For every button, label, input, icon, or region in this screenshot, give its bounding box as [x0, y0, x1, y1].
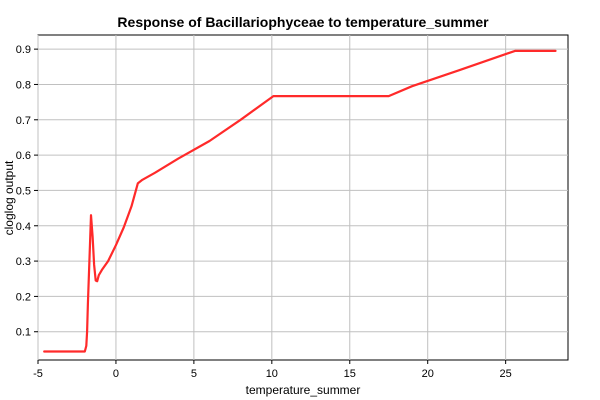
x-tick-label: 0	[113, 368, 119, 380]
y-tick-label: 0.8	[16, 79, 31, 91]
y-tick-label: 0.6	[16, 150, 31, 162]
y-tick-label: 0.7	[16, 115, 31, 127]
x-tick-label: -5	[33, 368, 43, 380]
y-tick-label: 0.3	[16, 256, 31, 268]
y-axis: 0.1 0.2 0.3 0.4 0.5 0.6 0.7 0.8 0.9	[16, 44, 38, 339]
series-layer	[43, 49, 557, 353]
y-tick-label: 0.4	[16, 221, 31, 233]
y-tick-label: 0.5	[16, 185, 31, 197]
x-tick-label: 10	[266, 368, 278, 380]
y-tick-label: 0.2	[16, 291, 31, 303]
x-tick-label: 20	[422, 368, 434, 380]
plot-frame	[37, 34, 569, 361]
x-axis-label: temperature_summer	[246, 383, 361, 397]
y-tick-label: 0.1	[16, 327, 31, 339]
chart-title: Response of Bacillariophyceae to tempera…	[117, 14, 489, 30]
x-axis: -5 0 5 10 15 20 25	[33, 360, 512, 380]
y-tick-label: 0.9	[16, 44, 31, 56]
y-axis-label: cloglog output	[2, 160, 16, 235]
x-tick-label: 15	[344, 368, 356, 380]
x-tick-label: 5	[191, 368, 197, 380]
series-line-1	[43, 49, 557, 353]
grid	[37, 35, 568, 360]
x-tick-label: 25	[500, 368, 512, 380]
